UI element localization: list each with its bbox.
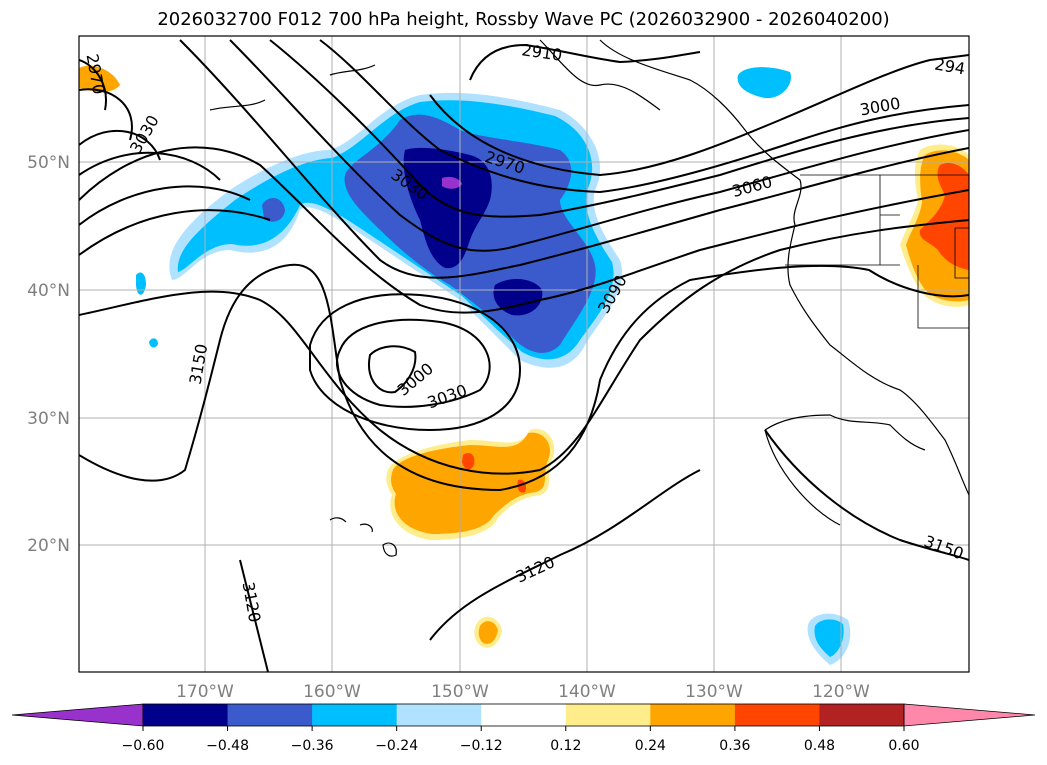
negative-anomaly-048b bbox=[493, 278, 543, 316]
contour-2940 bbox=[429, 54, 969, 177]
lon-label: 160°W bbox=[303, 682, 361, 702]
positive-anomaly-036a bbox=[462, 453, 475, 470]
negative-anomaly-patch-south-inner bbox=[814, 619, 844, 657]
negative-anomaly-048 bbox=[403, 147, 492, 269]
colorbar-tick-label: −0.24 bbox=[375, 738, 418, 754]
contour-label: 3120 bbox=[239, 580, 265, 623]
lon-label: 140°W bbox=[558, 682, 616, 702]
colorbar-cell bbox=[565, 704, 651, 726]
state-borders bbox=[785, 174, 969, 329]
latitude-labels: 50°N 40°N 30°N 20°N bbox=[27, 153, 70, 556]
positive-anomaly-south-inner bbox=[478, 621, 498, 644]
colorbar-tick-label: −0.60 bbox=[122, 738, 165, 754]
contour-3120-south bbox=[239, 559, 269, 672]
contour-3000 bbox=[269, 39, 969, 218]
lon-label: 130°W bbox=[685, 682, 743, 702]
contour-nw-3030 bbox=[79, 129, 161, 161]
colorbar-extend-low bbox=[11, 703, 144, 727]
contour-closed-3060 bbox=[309, 293, 522, 432]
contour-label: 3030 bbox=[425, 381, 470, 413]
negative-anomaly-west bbox=[262, 198, 285, 222]
colorbar-tick-label: 0.48 bbox=[804, 738, 835, 754]
map-title: 2026032700 F012 700 hPa height, Rossby W… bbox=[157, 9, 890, 30]
contour-3120 bbox=[79, 219, 969, 475]
contour-3150 bbox=[79, 263, 969, 492]
lon-label: 120°W bbox=[812, 682, 870, 702]
colorbar-cell bbox=[819, 704, 905, 726]
lat-label: 20°N bbox=[27, 536, 70, 556]
negative-anomaly-dot1 bbox=[136, 272, 146, 295]
contour-label: 3120 bbox=[513, 552, 558, 586]
colorbar-tick-label: 0.12 bbox=[550, 738, 581, 754]
colorbar-cell bbox=[734, 704, 820, 726]
colorbar-tick-label: 0.60 bbox=[888, 738, 919, 754]
contour-2970 bbox=[319, 39, 969, 194]
colorbar-cell bbox=[143, 704, 229, 726]
colorbar-extend-high bbox=[903, 703, 1036, 727]
contour-nw-3000 bbox=[79, 88, 133, 141]
negative-anomaly-patch-north bbox=[737, 67, 791, 99]
colorbar-tick-label: −0.48 bbox=[206, 738, 249, 754]
contour-nw-3060 bbox=[79, 151, 221, 181]
positive-anomaly-east-036 bbox=[919, 163, 969, 270]
plot-frame bbox=[78, 35, 970, 673]
contour-label: 2910 bbox=[520, 40, 563, 64]
lat-label: 30°N bbox=[27, 409, 70, 429]
colorbar-tick-label: −0.36 bbox=[291, 738, 334, 754]
longitude-labels: 170°W 160°W 150°W 140°W 130°W 120°W bbox=[176, 682, 870, 702]
negative-anomaly-dot2 bbox=[149, 338, 158, 348]
colorbar-cell bbox=[396, 704, 482, 726]
colorbar-frame bbox=[142, 703, 905, 727]
contour-nw-2970 bbox=[79, 59, 107, 111]
contour-label: 3150 bbox=[921, 532, 966, 564]
colorbar-cell bbox=[227, 704, 313, 726]
colorbar: −0.60 −0.48 −0.36 −0.24 −0.12 0.12 0.24 0.36 0.4… bbox=[11, 703, 1036, 754]
contour-closed-3030 bbox=[335, 318, 491, 408]
colorbar-cell bbox=[312, 704, 398, 726]
colorbar-tick-label: −0.12 bbox=[460, 738, 503, 754]
contour-closed-3000 bbox=[368, 345, 417, 394]
height-contours bbox=[79, 39, 969, 672]
contour-label: 3150 bbox=[186, 342, 212, 385]
contour-nw-3090 bbox=[79, 185, 251, 226]
contour-3120-south2 bbox=[429, 469, 701, 641]
coastlines bbox=[209, 39, 969, 557]
positive-anomaly-024 bbox=[391, 432, 550, 534]
colorbar-tick-label: 0.24 bbox=[635, 738, 666, 754]
contour-label: 294 bbox=[933, 54, 966, 78]
contour-3060 bbox=[179, 39, 969, 279]
colorbar-cell bbox=[481, 704, 567, 726]
lon-label: 150°W bbox=[431, 682, 489, 702]
contour-3030 bbox=[229, 39, 969, 252]
lat-label: 40°N bbox=[27, 281, 70, 301]
colorbar-tick-label: 0.36 bbox=[719, 738, 750, 754]
lat-label: 50°N bbox=[27, 153, 70, 173]
contour-nw-3120 bbox=[79, 209, 271, 256]
colorbar-cell bbox=[650, 704, 736, 726]
lon-label: 170°W bbox=[176, 682, 234, 702]
contour-2910 bbox=[469, 43, 701, 81]
contour-3150-south bbox=[764, 429, 969, 561]
negative-anomaly-060 bbox=[442, 176, 462, 189]
